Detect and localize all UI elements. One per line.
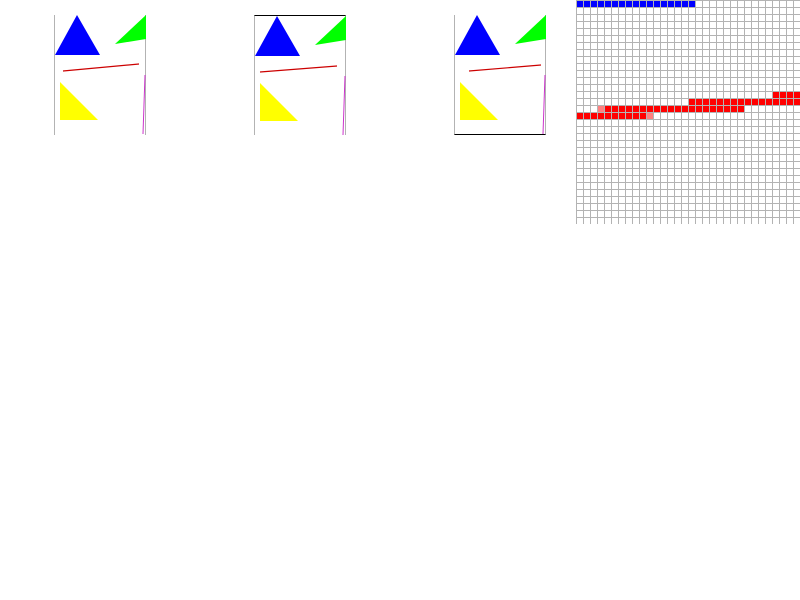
red-pixel	[583, 112, 590, 119]
red-pixel	[632, 105, 639, 112]
red-pixel	[793, 98, 800, 105]
red-pixel	[772, 91, 779, 98]
blue-pixel	[653, 0, 660, 7]
blue-pixel	[681, 0, 688, 7]
blue-pixel	[625, 0, 632, 7]
green-triangle	[515, 15, 546, 44]
red-pixel	[737, 105, 744, 112]
green-triangle	[115, 15, 146, 44]
red-pixel	[681, 105, 688, 112]
red-pixel	[695, 98, 702, 105]
light-red-pixel	[597, 105, 604, 112]
red-pixel	[765, 98, 772, 105]
red-pixel	[723, 98, 730, 105]
red-line	[259, 65, 338, 73]
red-pixel	[653, 105, 660, 112]
yellow-triangle	[260, 83, 298, 121]
blue-pixel	[667, 0, 674, 7]
red-pixel	[688, 105, 695, 112]
red-pixel	[737, 98, 744, 105]
red-pixel	[674, 105, 681, 112]
red-pixel	[730, 105, 737, 112]
red-pixel	[639, 112, 646, 119]
light-red-pixel	[646, 112, 653, 119]
red-pixel	[695, 105, 702, 112]
red-pixel	[716, 105, 723, 112]
render-panel-3	[454, 15, 546, 135]
red-pixel	[611, 105, 618, 112]
red-pixel	[709, 105, 716, 112]
red-pixel	[611, 112, 618, 119]
blue-pixel	[660, 0, 667, 7]
red-pixel	[709, 98, 716, 105]
blue-pixel	[583, 0, 590, 7]
blue-pixel	[646, 0, 653, 7]
red-pixel	[590, 112, 597, 119]
red-pixel	[618, 112, 625, 119]
red-pixel	[688, 98, 695, 105]
red-pixel	[632, 112, 639, 119]
red-pixel	[751, 98, 758, 105]
blue-pixel	[576, 0, 583, 7]
render-canvas-1	[55, 15, 146, 135]
red-pixel	[625, 112, 632, 119]
blue-pixel	[611, 0, 618, 7]
blue-pixel	[674, 0, 681, 7]
blue-pixel	[597, 0, 604, 7]
red-pixel	[793, 91, 800, 98]
red-pixel	[786, 98, 793, 105]
yellow-triangle	[460, 82, 498, 120]
red-pixel	[744, 98, 751, 105]
render-panel-2	[254, 15, 346, 136]
magenta-line	[342, 75, 346, 136]
red-pixel	[723, 105, 730, 112]
blue-pixel	[639, 0, 646, 7]
red-pixel	[772, 98, 779, 105]
red-line	[468, 64, 542, 72]
blue-triangle	[255, 16, 300, 56]
red-pixel	[779, 98, 786, 105]
blue-triangle	[455, 15, 500, 55]
zoomed-pixel-grid	[576, 0, 800, 224]
red-pixel	[625, 105, 632, 112]
render-panel-1	[54, 15, 146, 135]
render-canvas-2	[255, 16, 346, 136]
yellow-triangle	[60, 82, 98, 120]
red-pixel	[660, 105, 667, 112]
blue-pixel	[632, 0, 639, 7]
blue-pixel	[688, 0, 695, 7]
red-pixel	[716, 98, 723, 105]
red-pixel	[779, 91, 786, 98]
red-pixel	[604, 112, 611, 119]
red-pixel	[646, 105, 653, 112]
red-pixel	[604, 105, 611, 112]
blue-pixel	[604, 0, 611, 7]
blue-pixel	[590, 0, 597, 7]
green-triangle	[315, 16, 346, 45]
red-pixel	[758, 98, 765, 105]
magenta-line	[542, 74, 546, 135]
blue-triangle	[55, 15, 100, 55]
red-pixel	[702, 105, 709, 112]
red-pixel	[618, 105, 625, 112]
red-line	[62, 63, 140, 72]
red-pixel	[702, 98, 709, 105]
red-pixel	[730, 98, 737, 105]
red-pixel	[667, 105, 674, 112]
render-canvas-3	[455, 15, 546, 135]
red-pixel	[639, 105, 646, 112]
red-pixel	[576, 112, 583, 119]
magenta-line	[142, 74, 146, 135]
blue-pixel	[618, 0, 625, 7]
red-pixel	[786, 91, 793, 98]
red-pixel	[597, 112, 604, 119]
